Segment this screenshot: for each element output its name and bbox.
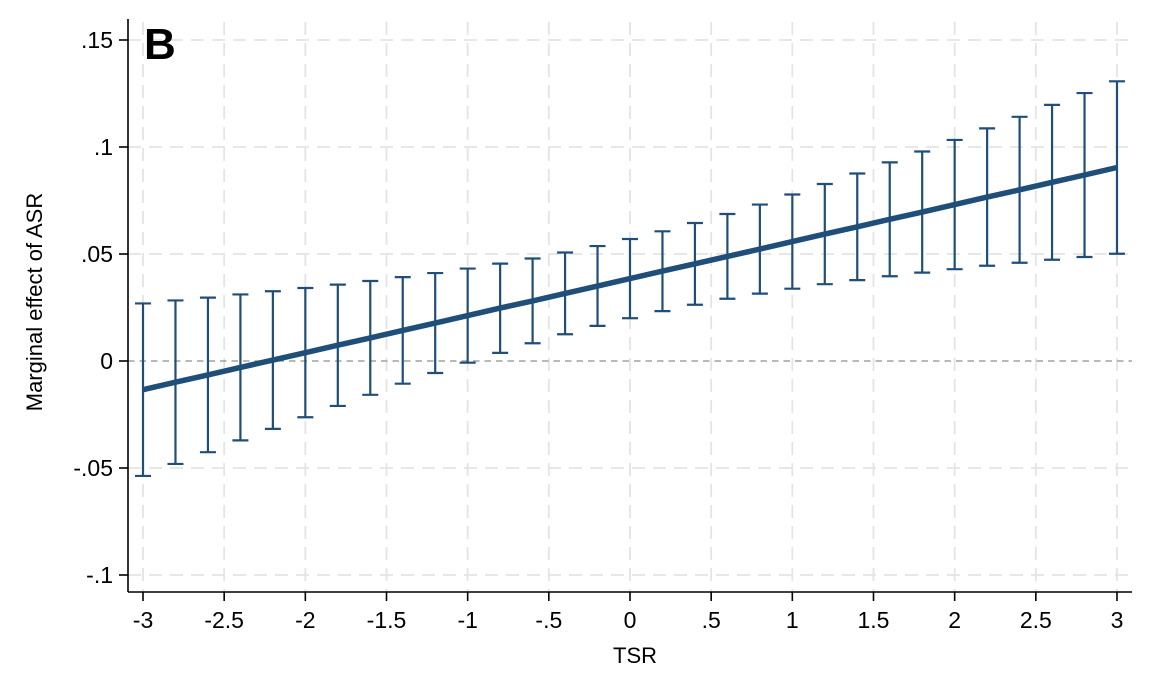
panel-label: B (144, 20, 176, 69)
y-tick-label: .15 (81, 27, 113, 53)
y-tick-label: -.1 (86, 562, 113, 588)
y-tick-label: .1 (94, 134, 113, 160)
x-tick-label: 0 (624, 607, 637, 633)
x-tick-label: -2 (295, 607, 315, 633)
x-tick-label: -1 (457, 607, 477, 633)
x-tick-label: 2.5 (1020, 607, 1052, 633)
x-tick-label: -.5 (535, 607, 562, 633)
effect-line-layer (142, 164, 1118, 393)
x-tick-label: -2.5 (204, 607, 244, 633)
y-tick-label: .05 (81, 241, 113, 267)
tick-labels: .15 .1 .05 0 -.05 -.1 -3 -2.5 -2 -1.5 -1 -.5 0 .5 1 1.5… (73, 27, 1123, 633)
x-tick-label: 3 (1111, 607, 1124, 633)
x-axis-title: TSR (613, 643, 657, 668)
x-tick-label: 1 (786, 607, 799, 633)
x-tick-label: 2 (948, 607, 961, 633)
y-tick-label: 0 (100, 348, 113, 374)
x-tick-label: 1.5 (858, 607, 890, 633)
axes (119, 19, 1132, 601)
y-tick-label: -.05 (73, 455, 113, 481)
y-axis-title: Marginal effect of ASR (22, 193, 47, 412)
x-tick-label: -3 (133, 607, 153, 633)
x-tick-label: .5 (702, 607, 721, 633)
marginal-effect-line (142, 164, 1118, 393)
x-tick-label: -1.5 (367, 607, 407, 633)
